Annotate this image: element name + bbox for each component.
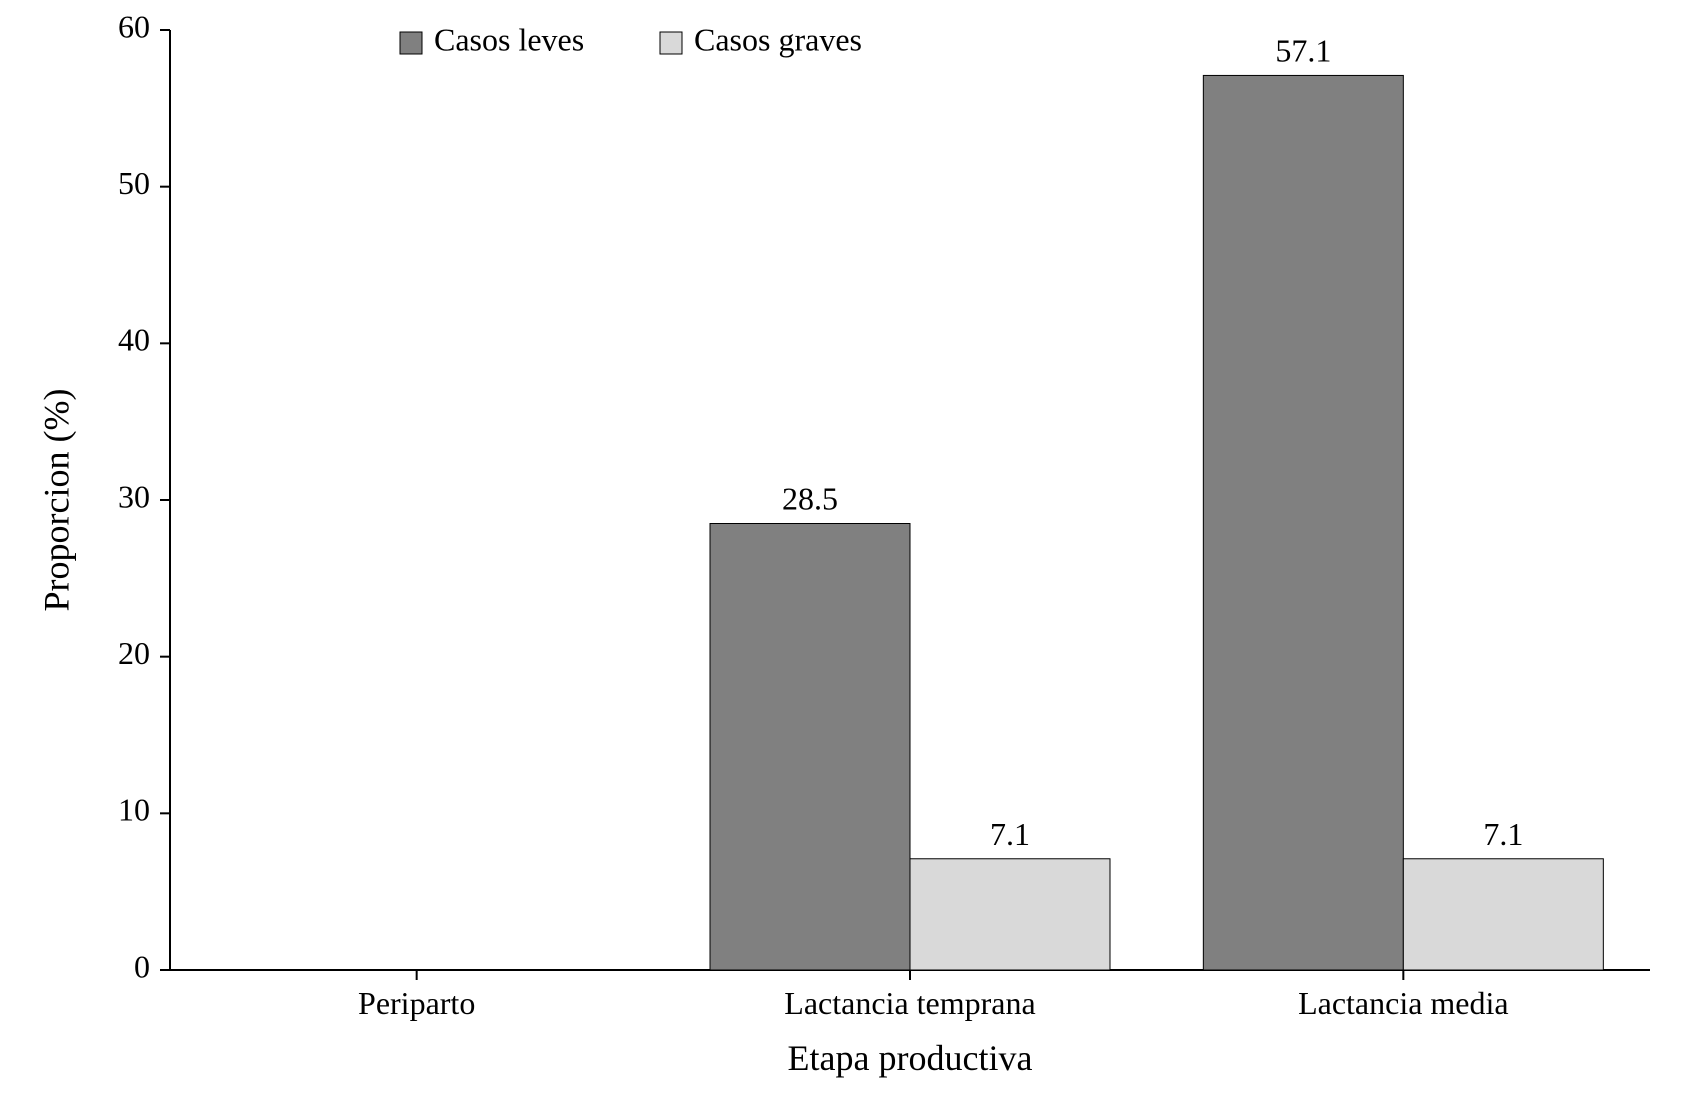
x-axis-title: Etapa productiva	[788, 1038, 1033, 1078]
bar	[1203, 75, 1403, 970]
y-tick-label: 30	[118, 478, 150, 514]
bar-value-label: 28.5	[782, 481, 838, 517]
x-category-label: Periparto	[358, 985, 475, 1021]
y-tick-label: 20	[118, 635, 150, 671]
legend-swatch	[400, 32, 422, 54]
bar	[1403, 859, 1603, 970]
x-category-label: Lactancia media	[1298, 985, 1509, 1021]
y-tick-label: 10	[118, 792, 150, 828]
bar	[910, 859, 1110, 970]
bar-value-label: 57.1	[1275, 32, 1331, 68]
y-axis-title: Proporcion (%)	[36, 389, 76, 612]
legend-label: Casos leves	[434, 21, 584, 57]
y-tick-label: 40	[118, 322, 150, 358]
chart-container: 0 10 20 30 40 50 60 Proporcion (%) Periparto Lact…	[0, 0, 1691, 1100]
bar-chart: 0 10 20 30 40 50 60 Proporcion (%) Periparto Lact…	[0, 0, 1691, 1100]
legend-label: Casos graves	[694, 21, 862, 57]
bar	[710, 524, 910, 971]
y-tick-label: 60	[118, 8, 150, 44]
x-category-label: Lactancia temprana	[784, 985, 1035, 1021]
legend-swatch	[660, 32, 682, 54]
y-tick-label: 50	[118, 165, 150, 201]
bar-value-label: 7.1	[990, 816, 1030, 852]
bar-value-label: 7.1	[1483, 816, 1523, 852]
y-tick-label: 0	[134, 948, 150, 984]
